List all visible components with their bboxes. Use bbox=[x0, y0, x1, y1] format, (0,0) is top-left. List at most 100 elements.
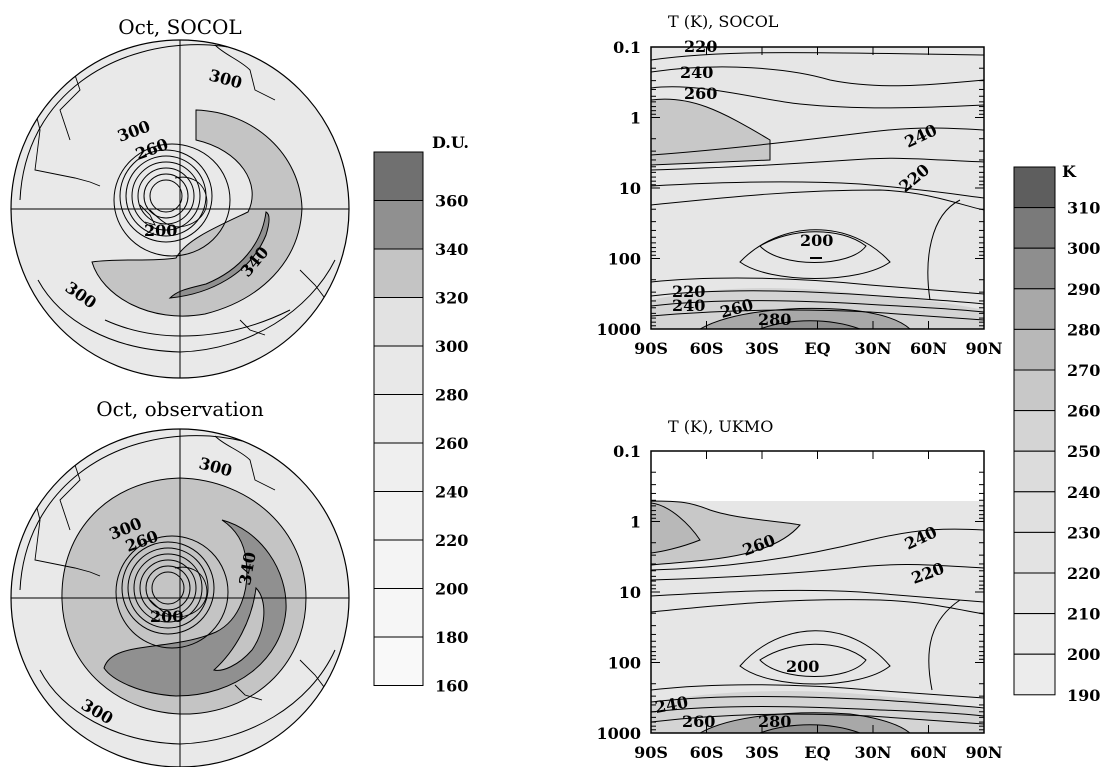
panel-socol-ytick-label: 1000 bbox=[596, 320, 641, 339]
map-socol-shade-340 bbox=[168, 211, 270, 299]
colorbar-k-level-label: 260 bbox=[1067, 402, 1100, 421]
map-socol-contour-label: 200 bbox=[144, 221, 177, 240]
panel-ukmo-xtick-label: 90N bbox=[966, 743, 1003, 762]
colorbar-k-level-label: 230 bbox=[1067, 523, 1100, 542]
colorbar-k-swatch bbox=[1013, 410, 1056, 452]
colorbar-du-level-label: 200 bbox=[435, 580, 468, 599]
panel-socol-xtick-label: EQ bbox=[804, 339, 830, 358]
colorbar-du-swatch bbox=[373, 151, 424, 201]
map-observation: Oct, observation bbox=[10, 397, 350, 768]
panel-ukmo-contour-label: 260 bbox=[682, 712, 715, 731]
map-socol-shade-320 bbox=[91, 109, 303, 317]
colorbar-du-level-label: 220 bbox=[435, 531, 468, 550]
panel-socol-title: T (K), SOCOL bbox=[668, 12, 779, 31]
colorbar-du-level-label: 240 bbox=[435, 483, 468, 502]
panel-socol-ytick-label: 10 bbox=[619, 179, 641, 198]
panel-socol-contour-label: 240 bbox=[680, 63, 713, 82]
colorbar-du-swatch bbox=[373, 539, 424, 589]
colorbar-k-swatch bbox=[1013, 531, 1056, 574]
colorbar-du-swatch bbox=[373, 200, 424, 250]
colorbar-du-swatch bbox=[373, 588, 424, 638]
panel-socol-contour-label: 220 bbox=[672, 282, 705, 301]
colorbar-du-swatch bbox=[373, 394, 424, 444]
panel-ukmo-xtick-label: 90S bbox=[634, 743, 668, 762]
panel-socol-xtick-label: 90N bbox=[966, 339, 1003, 358]
colorbar-k-swatch bbox=[1013, 613, 1056, 655]
map-observation-title: Oct, observation bbox=[96, 397, 264, 421]
colorbar-k-level-label: 240 bbox=[1067, 483, 1100, 502]
panel-ukmo-title: T (K), UKMO bbox=[668, 417, 773, 436]
panel-socol-ytick-label: 100 bbox=[608, 250, 641, 269]
colorbar-du: D.U. 360 340 320 300 280 260 240 220 200 180 160 bbox=[373, 133, 469, 696]
panel-socol-contour-label: 220 bbox=[684, 37, 717, 56]
colorbar-du-swatch bbox=[373, 442, 424, 492]
colorbar-du-swatch bbox=[373, 636, 424, 686]
panel-ukmo-xtick-label: 60S bbox=[690, 743, 724, 762]
panel-socol-temperature: T (K), SOCOL bbox=[596, 12, 1002, 358]
map-observation-coastlines bbox=[29, 435, 336, 721]
colorbar-k-swatch bbox=[1013, 653, 1056, 696]
panel-socol-contour-label: 280 bbox=[758, 310, 791, 329]
colorbar-k-level-label: 220 bbox=[1067, 564, 1100, 583]
colorbar-k: K 310 300 290 280 270 260 250 240 230 220 210 200 19… bbox=[1013, 162, 1100, 705]
colorbar-k-level-label: 250 bbox=[1067, 442, 1100, 461]
colorbar-k-level-label: 310 bbox=[1067, 199, 1100, 218]
panel-ukmo-contour-label: 200 bbox=[786, 657, 819, 676]
panel-socol-contour-label: 260 bbox=[684, 84, 717, 103]
colorbar-du-swatch bbox=[373, 345, 424, 395]
panel-ukmo-ytick-label: 100 bbox=[608, 654, 641, 673]
panel-ukmo-temperature: T (K), UKMO 260 bbox=[596, 417, 1002, 762]
panel-ukmo-contour-label: 280 bbox=[758, 712, 791, 731]
colorbar-k-level-label: 290 bbox=[1067, 280, 1100, 299]
map-socol-title: Oct, SOCOL bbox=[118, 15, 241, 39]
colorbar-du-level-label: 280 bbox=[435, 386, 468, 405]
colorbar-k-swatch bbox=[1013, 328, 1056, 371]
panel-socol-xtick-label: 30N bbox=[855, 339, 892, 358]
colorbar-du-unit: D.U. bbox=[432, 133, 469, 152]
colorbar-k-level-label: 190 bbox=[1067, 686, 1100, 705]
panel-socol-xtick-label: 90S bbox=[634, 339, 668, 358]
map-observation-contour-label: 200 bbox=[150, 607, 183, 626]
panel-socol-contour-label: 200 bbox=[800, 231, 833, 250]
colorbar-k-unit: K bbox=[1062, 162, 1077, 181]
colorbar-k-swatch bbox=[1013, 450, 1056, 493]
colorbar-k-swatch bbox=[1013, 572, 1056, 615]
colorbar-du-swatch bbox=[373, 491, 424, 541]
panel-socol-contour-label: 240 bbox=[672, 296, 705, 315]
panel-ukmo-ytick-label: 1 bbox=[630, 513, 641, 532]
colorbar-k-swatch bbox=[1013, 166, 1056, 209]
colorbar-k-swatch bbox=[1013, 369, 1056, 412]
colorbar-du-swatch bbox=[373, 297, 424, 347]
panel-ukmo-ytick-label: 1000 bbox=[596, 724, 641, 743]
colorbar-k-swatch bbox=[1013, 247, 1056, 290]
colorbar-k-level-label: 280 bbox=[1067, 320, 1100, 339]
panel-ukmo-xtick-label: 60N bbox=[910, 743, 947, 762]
panel-socol-xtick-label: 60N bbox=[910, 339, 947, 358]
colorbar-k-swatch bbox=[1013, 288, 1056, 330]
colorbar-du-level-label: 340 bbox=[435, 240, 468, 259]
panel-socol-shade-280 bbox=[698, 307, 911, 329]
panel-ukmo-ytick-label: 10 bbox=[619, 583, 641, 602]
panel-socol-ytick-label: 0.1 bbox=[613, 38, 641, 57]
panel-ukmo-xtick-label: 30N bbox=[855, 743, 892, 762]
panel-ukmo-ytick-label: 0.1 bbox=[613, 442, 641, 461]
panel-socol-xtick-label: 60S bbox=[690, 339, 724, 358]
colorbar-du-swatch bbox=[373, 248, 424, 298]
colorbar-du-level-label: 360 bbox=[435, 192, 468, 211]
colorbar-du-level-label: 260 bbox=[435, 434, 468, 453]
panel-ukmo-xtick-label: EQ bbox=[804, 743, 830, 762]
panel-socol-xtick-label: 30S bbox=[745, 339, 779, 358]
colorbar-k-level-label: 210 bbox=[1067, 605, 1100, 624]
panel-ukmo-shade-280 bbox=[698, 712, 911, 733]
colorbar-k-level-label: 270 bbox=[1067, 361, 1100, 380]
colorbar-du-level-label: 180 bbox=[435, 628, 468, 647]
colorbar-k-level-label: 200 bbox=[1067, 645, 1100, 664]
panel-socol-contours bbox=[651, 52, 984, 321]
panel-ukmo-contours bbox=[651, 528, 984, 725]
colorbar-k-swatch bbox=[1013, 491, 1056, 533]
panel-ukmo-shade-260 bbox=[651, 500, 801, 566]
